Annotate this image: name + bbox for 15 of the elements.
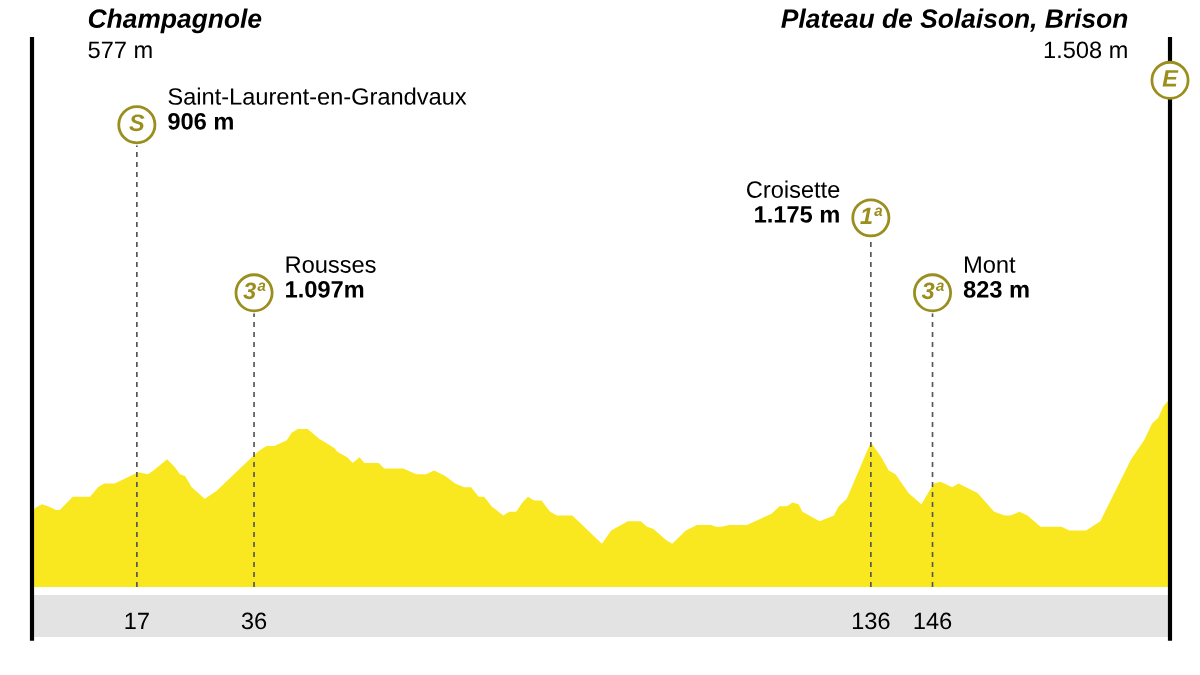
ref-line-label: Croisette 1.175 m xyxy=(747,180,840,223)
x-tick-label: 36 xyxy=(241,612,267,630)
text: 3ª xyxy=(921,282,944,300)
x-tick-label: 136 xyxy=(852,612,890,630)
text: 1ª xyxy=(860,207,883,224)
ref-line-label: Plateau de Solaison, Brison 1.508 m xyxy=(781,8,1128,59)
ref-line-label: Rousses 1.097m xyxy=(286,256,376,298)
ref-line-label: Champagnole 577 m xyxy=(88,8,262,59)
text: E xyxy=(1162,70,1179,87)
ref-line-label: Mont 823 m xyxy=(963,256,1029,298)
text: S xyxy=(129,114,145,132)
x-tick-label: 17 xyxy=(125,612,149,630)
text: 3ª xyxy=(243,282,266,300)
x-tick-label: 146 xyxy=(914,612,952,630)
ref-line-label: Saint-Laurent-en-Grandvaux 906 m xyxy=(168,87,467,130)
